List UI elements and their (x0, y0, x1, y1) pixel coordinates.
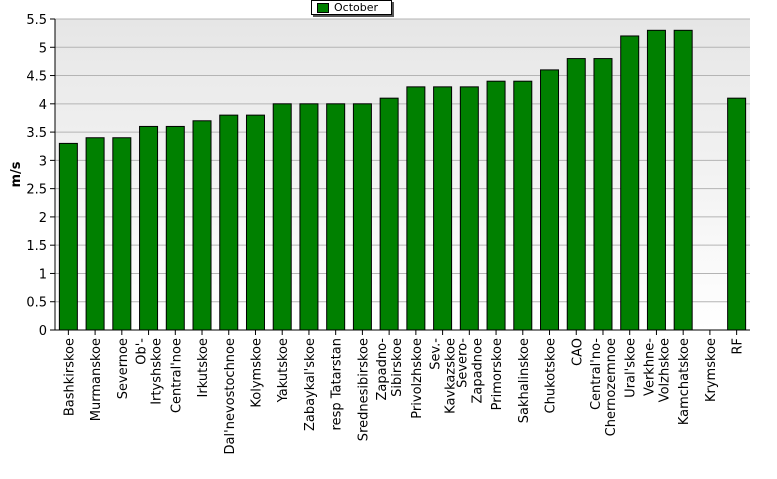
y-tick-label: 4.5 (26, 70, 47, 85)
x-tick-label: Central'no-Chernozemnoe (589, 338, 619, 437)
x-tick-label: Verkhne-Volzhskoe (642, 338, 672, 403)
bar (379, 97, 399, 331)
x-tick-label: Severo-Zapadnoe (455, 338, 485, 404)
bar (352, 103, 372, 331)
bar (272, 103, 292, 331)
bar (673, 29, 693, 331)
bar (112, 137, 132, 331)
y-tick-label: 2 (39, 211, 47, 226)
x-tick-label: Primorskoe (490, 338, 505, 410)
x-tick-label: Irkutskoe (196, 338, 211, 397)
x-tick-label: Ob'-Irtyshskoe (135, 338, 165, 405)
bar (513, 80, 533, 331)
x-tick-label: RF (731, 338, 746, 355)
bar (459, 86, 479, 331)
x-tick-label: Krymskoe (704, 338, 719, 402)
x-tick-label: Zabaykal'skoe (303, 338, 318, 431)
bar (58, 142, 78, 331)
y-tick-label: 1.5 (26, 239, 47, 254)
x-tick-label: Severnoe (116, 338, 131, 399)
x-tick-label: Dal'nevostochnoe (223, 338, 238, 454)
bar (219, 114, 239, 331)
bar (593, 58, 613, 331)
x-tick-label: CAO (570, 338, 585, 366)
bar (540, 69, 560, 331)
x-tick-label: Kolymskoe (249, 338, 264, 408)
bar (406, 86, 426, 331)
bar (85, 137, 105, 331)
bar (245, 114, 265, 331)
legend: October (311, 0, 392, 15)
y-tick-label: 3.5 (26, 126, 47, 141)
x-tick-label: Zapadno-Sibirskoe (375, 338, 405, 401)
x-tick-label: Srednesibirskoe (356, 338, 371, 441)
bar (727, 97, 747, 331)
y-axis-label: m/s (9, 161, 24, 187)
y-tick-label: 4 (39, 98, 47, 113)
x-tick-label: Sakhalinskoe (517, 338, 532, 423)
bar (165, 125, 185, 331)
bar (326, 103, 346, 331)
x-tick-label: Sev.-Kavkazskoe (429, 338, 459, 414)
plot-background (55, 19, 750, 330)
legend-swatch-october (317, 3, 329, 13)
bar (646, 29, 666, 331)
y-tick-label: 2.5 (26, 183, 47, 198)
y-tick-label: 5.5 (26, 13, 47, 28)
y-tick-label: 3 (39, 154, 47, 169)
bar (566, 58, 586, 331)
x-tick-label: Kamchatskoe (677, 338, 692, 425)
y-tick-label: 5 (39, 41, 47, 56)
x-tick-label: Privolzhskoe (410, 338, 425, 419)
x-tick-label: Ural'skoe (624, 338, 639, 398)
bar (299, 103, 319, 331)
y-tick-label: 0.5 (26, 296, 47, 311)
bar (620, 35, 640, 331)
bar (486, 80, 506, 331)
bar (139, 125, 159, 331)
y-tick-label: 1 (39, 267, 47, 282)
x-tick-label: Bashkirskoe (62, 338, 77, 416)
y-tick-label: 0 (39, 324, 47, 339)
bar (192, 120, 212, 331)
x-tick-label: Chukotskoe (544, 338, 559, 413)
plot-area: 0 0.5 1 1.5 2 2.5 3 3.5 4 4.5 5 5.5 Bashkirskoe Murma… (26, 13, 750, 454)
x-tick-label: Yakutskoe (276, 338, 291, 403)
x-tick-label: Central'noe (169, 338, 184, 413)
x-tick-label: resp Tatarstan (330, 338, 345, 430)
bar (433, 86, 453, 331)
legend-label-october: October (334, 1, 379, 14)
x-tick-label: Murmanskoe (89, 338, 104, 421)
